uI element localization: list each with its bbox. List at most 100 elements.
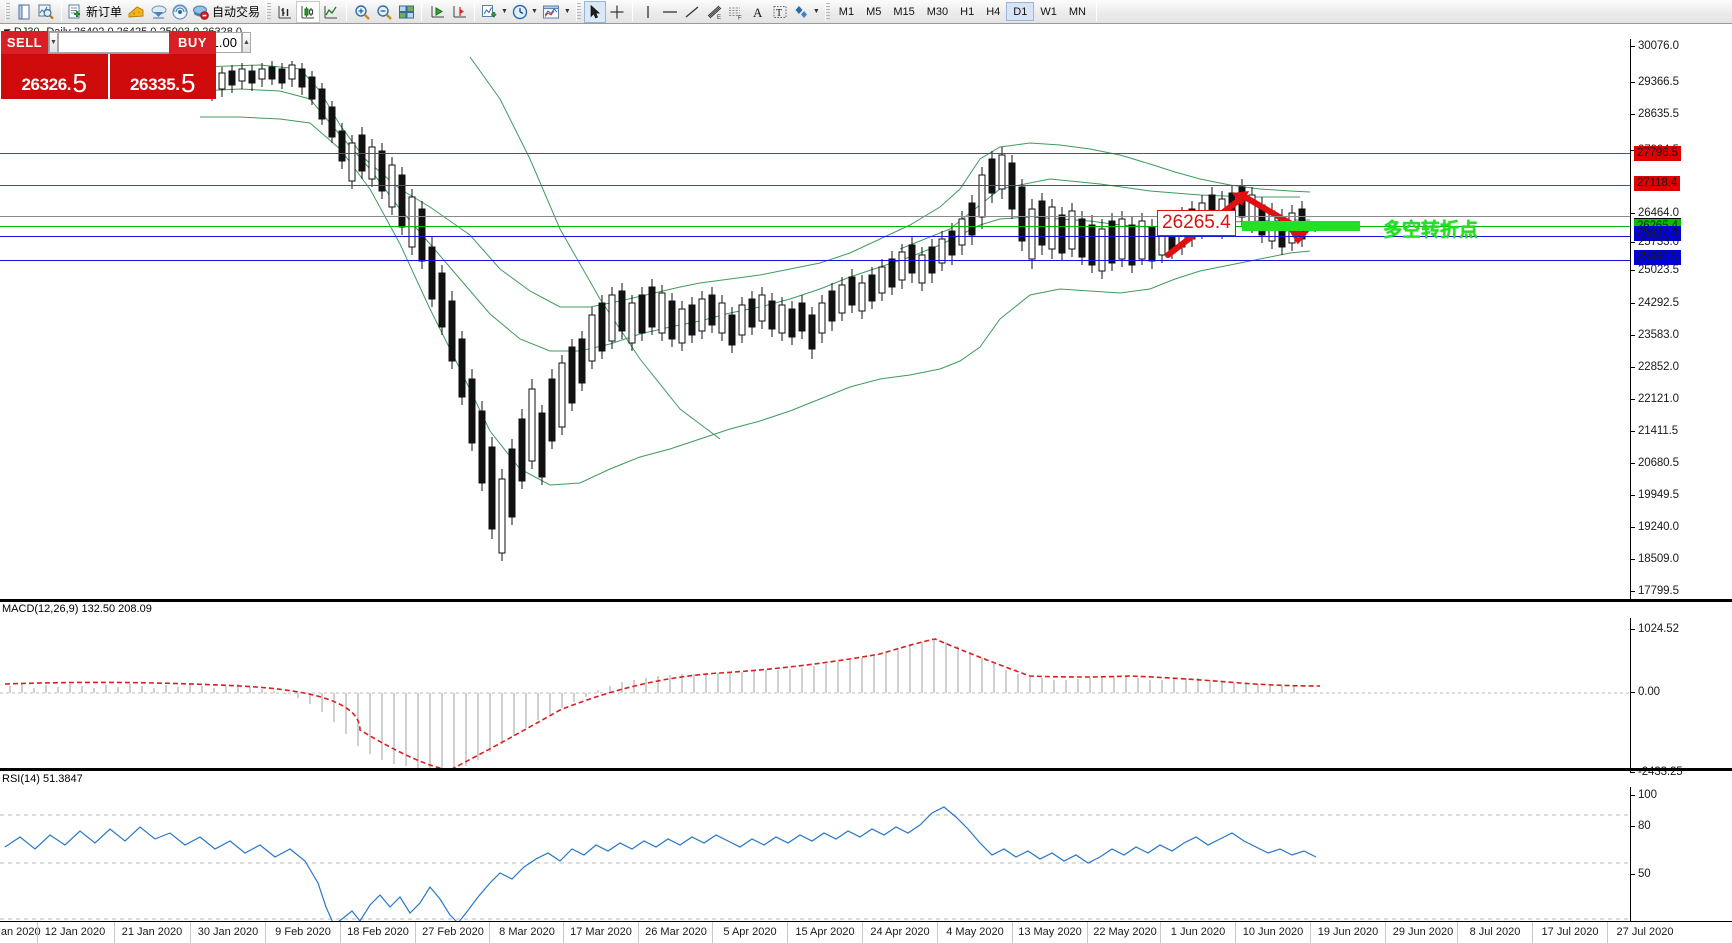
date-label: 26 Mar 2020 xyxy=(645,926,707,938)
price-tag-blue[interactable]: 25937.3 xyxy=(1634,226,1681,241)
macd-pane-label: MACD(12,26,9) 132.50 208.09 xyxy=(2,603,152,615)
tick-mark xyxy=(1631,527,1635,528)
timeframe-button-m15[interactable]: M15 xyxy=(893,5,915,18)
vertical-line-icon xyxy=(647,5,649,18)
date-label: 21 Jan 2020 xyxy=(121,926,183,938)
level-line-27796[interactable] xyxy=(0,153,1630,154)
turning-point-annotation[interactable]: 多空转折点 xyxy=(1383,219,1479,241)
price-tag-red[interactable]: 27796.5 xyxy=(1634,146,1681,161)
market-button[interactable] xyxy=(147,1,169,23)
price-tag-blue[interactable]: 25390.5 xyxy=(1634,250,1681,265)
toolbar-grip[interactable] xyxy=(5,2,10,21)
green-highlight-bar[interactable] xyxy=(1242,221,1360,231)
tick-mark xyxy=(1631,463,1635,464)
sell-button[interactable]: SELL xyxy=(1,31,48,54)
cursor-button[interactable] xyxy=(583,0,606,23)
sell-price-fraction: 5 xyxy=(72,68,87,98)
chevron-down-icon-3[interactable]: ▼ xyxy=(563,8,571,15)
zoom-in-button[interactable] xyxy=(351,1,373,23)
tick-mark xyxy=(1631,270,1635,271)
timeframe-button-w1[interactable]: W1 xyxy=(1040,5,1057,18)
price-tick-label: 20680.5 xyxy=(1638,457,1679,469)
line-chart-button[interactable] xyxy=(320,1,342,23)
volume-increase-icon[interactable]: ▲ xyxy=(241,32,251,53)
auto-trading-button[interactable]: 自动交易 xyxy=(191,1,263,23)
timeframe-button-m1[interactable]: M1 xyxy=(838,5,855,18)
chevron-down-icon[interactable]: ▼ xyxy=(501,8,508,15)
toolbar-grip-3[interactable] xyxy=(575,2,581,21)
timeframe-button-m5[interactable]: M5 xyxy=(866,5,882,18)
candlestick-chart-button[interactable] xyxy=(296,0,321,23)
equidistant-channel-button[interactable]: E xyxy=(703,1,725,23)
buy-button[interactable]: BUY xyxy=(169,31,216,54)
chart-window[interactable]: ◤DJ30-,Daily 26402.0 26425.0 25903.0 263… xyxy=(0,25,1732,943)
candle-series xyxy=(208,61,1306,561)
templates-button[interactable]: ▼ xyxy=(540,1,573,23)
auto-scroll-button[interactable] xyxy=(426,1,448,23)
chart-shift-button[interactable] xyxy=(448,1,470,23)
tick-mark xyxy=(1631,213,1635,214)
new-order-button[interactable]: 新订单 xyxy=(66,1,125,23)
tick-mark xyxy=(1631,559,1635,560)
timeframe-button-mn[interactable]: MN xyxy=(1068,5,1086,18)
bar-chart-icon xyxy=(278,5,292,18)
new-document-button[interactable] xyxy=(13,1,35,23)
date-label: 19 Jun 2020 xyxy=(1317,926,1379,938)
timeframe-button-d1[interactable]: D1 xyxy=(1006,2,1035,21)
level-line-26265[interactable] xyxy=(0,226,1630,227)
price-tick-label: 17799.5 xyxy=(1638,585,1679,597)
sell-price-display[interactable]: 26326. 5 xyxy=(1,54,108,99)
tick-mark xyxy=(1631,495,1635,496)
level-line-26464[interactable] xyxy=(0,216,1630,217)
price-pane[interactable]: 26265.4 多空转折点 xyxy=(0,39,1630,599)
text-label-button[interactable]: T xyxy=(769,1,791,23)
bar-chart-button[interactable] xyxy=(274,1,296,23)
date-label: 13 May 2020 xyxy=(1018,926,1082,938)
trendline-button[interactable] xyxy=(681,1,703,23)
timeframe-button-h4[interactable]: H4 xyxy=(986,5,1001,18)
chevron-down-icon-2[interactable]: ▼ xyxy=(530,8,538,15)
volume-stepper[interactable]: ▼ ▲ xyxy=(48,31,251,54)
signals-button[interactable] xyxy=(169,1,191,23)
rsi-pane[interactable] xyxy=(0,787,1630,942)
price-scale[interactable]: 30076.029366.528635.527904.527118.426464… xyxy=(1630,39,1732,599)
channel-icon: E xyxy=(707,5,722,20)
buy-price-integer: 26335 xyxy=(130,75,176,94)
toolbar-grip-4[interactable] xyxy=(824,2,830,21)
period-button[interactable]: ▼ xyxy=(510,1,540,23)
volume-decrease-icon[interactable]: ▼ xyxy=(49,32,58,53)
timeframe-button-h1[interactable]: H1 xyxy=(960,5,975,18)
horizontal-line-button[interactable] xyxy=(659,1,681,23)
price-tag-red[interactable]: 27118.4 xyxy=(1634,176,1681,191)
macd-tick-label: 1024.52 xyxy=(1638,623,1679,635)
macd-pane[interactable] xyxy=(0,618,1630,773)
price-tick-label: 29366.5 xyxy=(1638,76,1679,88)
macd-scale[interactable]: 1024.52 0.00 -2433.25 xyxy=(1630,618,1732,778)
svg-text:T: T xyxy=(776,8,782,19)
buy-price-display[interactable]: 26335. 5 xyxy=(109,54,216,99)
timeframe-button-m30[interactable]: M30 xyxy=(926,5,949,18)
text-button[interactable]: A xyxy=(747,1,769,23)
mql5-community-button[interactable] xyxy=(125,1,147,23)
toolbar-grip-2[interactable] xyxy=(266,2,272,21)
level-line-27118[interactable] xyxy=(0,185,1630,186)
shapes-button[interactable]: ▼ xyxy=(791,1,822,23)
date-separator xyxy=(340,922,341,943)
chevron-down-icon-4[interactable]: ▼ xyxy=(812,8,820,15)
rsi-scale[interactable]: 1008050150 xyxy=(1630,787,1732,943)
vertical-line-button[interactable] xyxy=(637,1,659,23)
level-line-25937[interactable] xyxy=(0,236,1630,237)
crosshair-button[interactable] xyxy=(606,1,628,23)
tick-mark xyxy=(1631,692,1635,693)
cheese-icon xyxy=(128,5,144,18)
one-click-trading-panel[interactable]: SELL ▼ ▲ BUY 26326.5 26335.5 xyxy=(1,31,251,99)
level-line-25390[interactable] xyxy=(0,260,1630,261)
market-watch-button[interactable] xyxy=(35,1,57,23)
tile-windows-button[interactable] xyxy=(395,1,417,23)
date-label: 17 Jul 2020 xyxy=(1541,926,1599,938)
price-annotation-box[interactable]: 26265.4 xyxy=(1157,210,1236,236)
indicators-button[interactable]: ▼ xyxy=(479,1,510,23)
fibonacci-button[interactable]: F xyxy=(725,1,747,23)
zoom-out-button[interactable] xyxy=(373,1,395,23)
